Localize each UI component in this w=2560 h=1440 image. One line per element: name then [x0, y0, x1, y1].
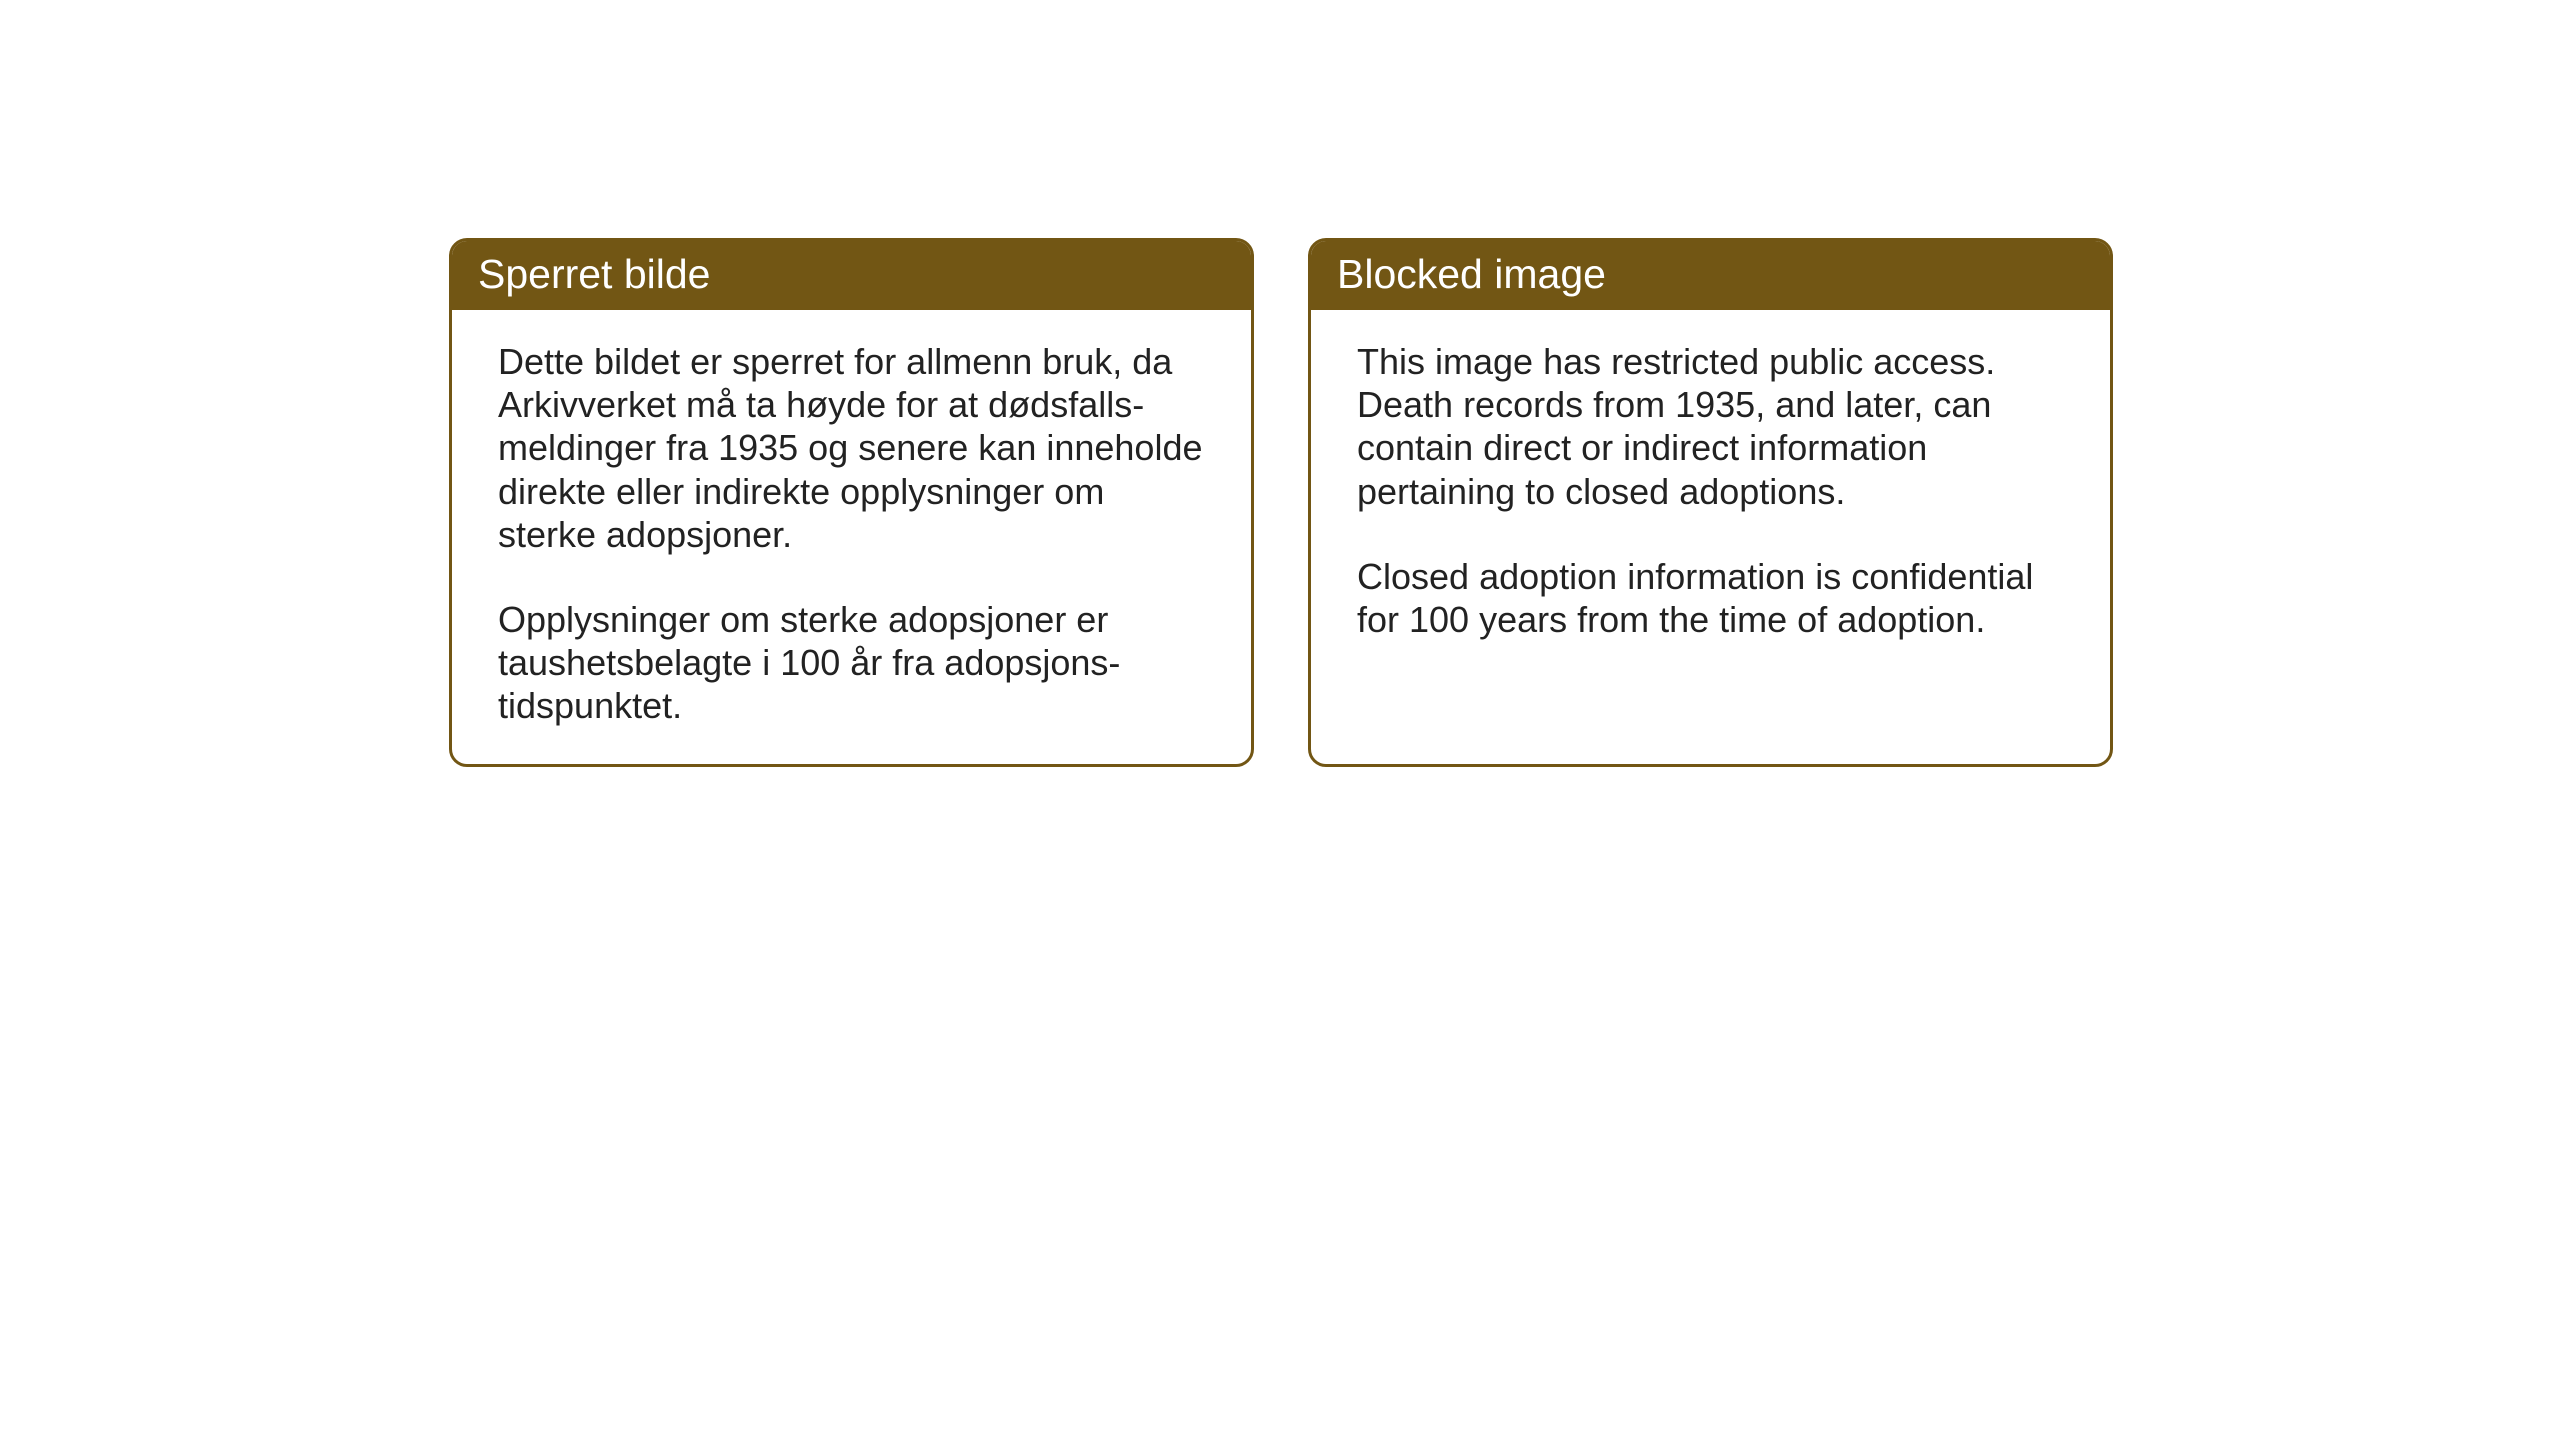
norwegian-card: Sperret bilde Dette bildet er sperret fo…	[449, 238, 1254, 767]
english-paragraph-2: Closed adoption information is confident…	[1357, 555, 2064, 641]
norwegian-card-body: Dette bildet er sperret for allmenn bruk…	[452, 310, 1251, 764]
cards-container: Sperret bilde Dette bildet er sperret fo…	[449, 238, 2113, 767]
english-paragraph-1: This image has restricted public access.…	[1357, 340, 2064, 513]
norwegian-paragraph-2: Opplysninger om sterke adopsjoner er tau…	[498, 598, 1205, 728]
english-card-body: This image has restricted public access.…	[1311, 310, 2110, 677]
norwegian-paragraph-1: Dette bildet er sperret for allmenn bruk…	[498, 340, 1205, 556]
english-card: Blocked image This image has restricted …	[1308, 238, 2113, 767]
norwegian-card-header: Sperret bilde	[452, 241, 1251, 310]
english-card-header: Blocked image	[1311, 241, 2110, 310]
